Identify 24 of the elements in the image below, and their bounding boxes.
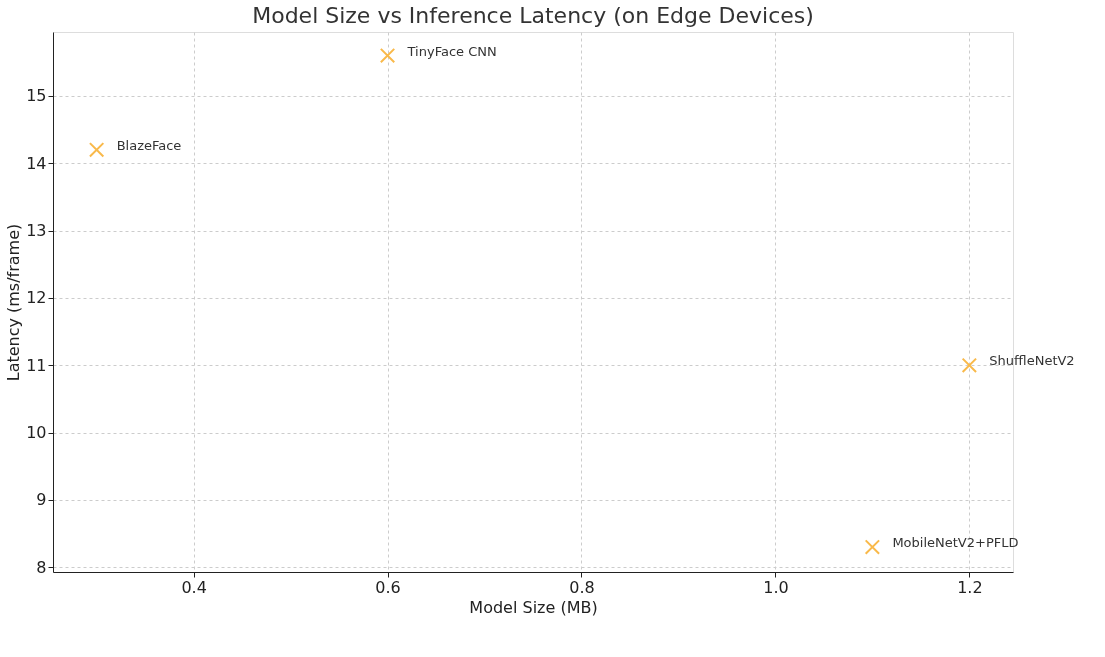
x-tick-label: 0.4	[181, 577, 207, 597]
x-axis-title: Model Size (MB)	[469, 597, 598, 617]
annotation: BlazeFace	[116, 137, 182, 153]
x-tick-label: 1.2	[957, 577, 983, 597]
y-tick-label: 9	[36, 490, 47, 510]
x-tick-label: 1.0	[763, 577, 789, 597]
annotation: ShuffleNetV2	[989, 353, 1075, 369]
chart-title: Model Size vs Inference Latency (on Edge Devices)	[252, 3, 814, 28]
y-tick-label: 10	[26, 423, 47, 443]
annotation: TinyFace CNN	[406, 43, 497, 59]
x-tick-label: 0.8	[569, 577, 595, 597]
point	[379, 47, 396, 64]
y-tick-label: 15	[26, 86, 47, 106]
x-tick-label: 0.6	[375, 577, 401, 597]
point	[961, 357, 978, 373]
y-tick-label: 11	[26, 355, 47, 375]
y-tick-label: 8	[36, 557, 47, 577]
y-tick-label: 12	[26, 288, 47, 308]
point	[88, 142, 105, 158]
y-tick-label: 13	[26, 221, 47, 241]
y-axis-title: Latency (ms/frame)	[4, 223, 24, 382]
annotation: MobileNetV2+PFLD	[892, 535, 1019, 551]
point	[864, 539, 881, 555]
y-tick-label: 14	[26, 153, 47, 173]
